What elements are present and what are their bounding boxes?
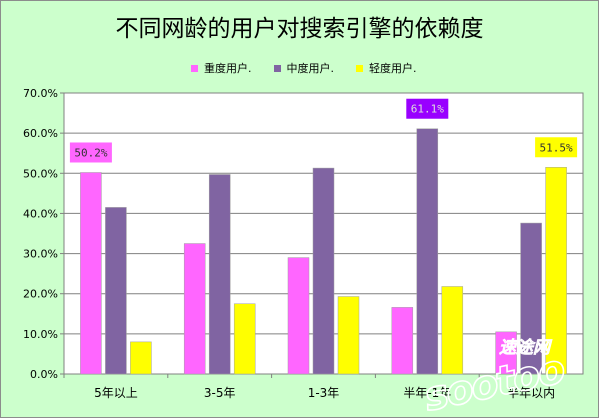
chart-legend: 重度用户. 中度用户. 轻度用户. [191,58,417,78]
legend-item-light: 轻度用户. [356,60,417,76]
y-tick-label: 10.0% [23,328,58,341]
legend-label-heavy: 重度用户. [204,62,252,75]
x-tick-label: 半年以内 [507,386,555,400]
legend-item-medium: 中度用户. [273,60,335,76]
annotation-label: 51.5% [540,141,573,154]
bar-heavy [287,257,310,375]
x-tick-label: 1-3年 [308,386,340,400]
bar-medium [105,207,127,375]
bar-light [130,341,152,375]
y-tick-label: 0.0% [30,368,58,381]
y-tick-label: 60.0% [23,127,58,140]
annotation-box [406,98,449,119]
legend-item-heavy: 重度用户. [191,60,252,76]
bar-light [233,303,256,375]
bar-heavy [80,172,102,375]
y-tick-label: 70.0% [23,87,58,100]
bar-medium [416,128,439,375]
x-tick-label: 3-5年 [204,386,236,400]
bar-medium [520,222,542,375]
y-tick-label: 40.0% [23,207,58,220]
x-tick-label: 半年-1年 [403,386,451,400]
legend-swatch-heavy [191,64,198,72]
bar-light [337,296,360,375]
legend-swatch-medium [273,64,281,72]
annotation-label: 50.2% [74,146,107,159]
bar-light [441,286,464,375]
bar-medium [208,174,231,375]
bar-medium [312,167,335,375]
chart-title: 不同网龄的用户对搜索引擎的依赖度 [115,16,484,42]
y-tick-label: 50.0% [23,167,58,180]
bar-heavy [495,331,517,375]
y-tick-label: 30.0% [23,248,58,261]
annotation-label: 61.1% [411,103,444,116]
annotation-box [69,142,112,163]
legend-label-medium: 中度用户. [286,62,335,75]
legend-label-light: 轻度用户. [369,62,417,75]
x-tick-label: 5年以上 [94,386,138,400]
legend-swatch-light [356,64,363,72]
bar-light [545,167,567,375]
bar-heavy [391,307,414,375]
annotation-box [535,137,578,158]
bar-heavy [183,243,206,375]
y-tick-label: 20.0% [23,288,58,301]
